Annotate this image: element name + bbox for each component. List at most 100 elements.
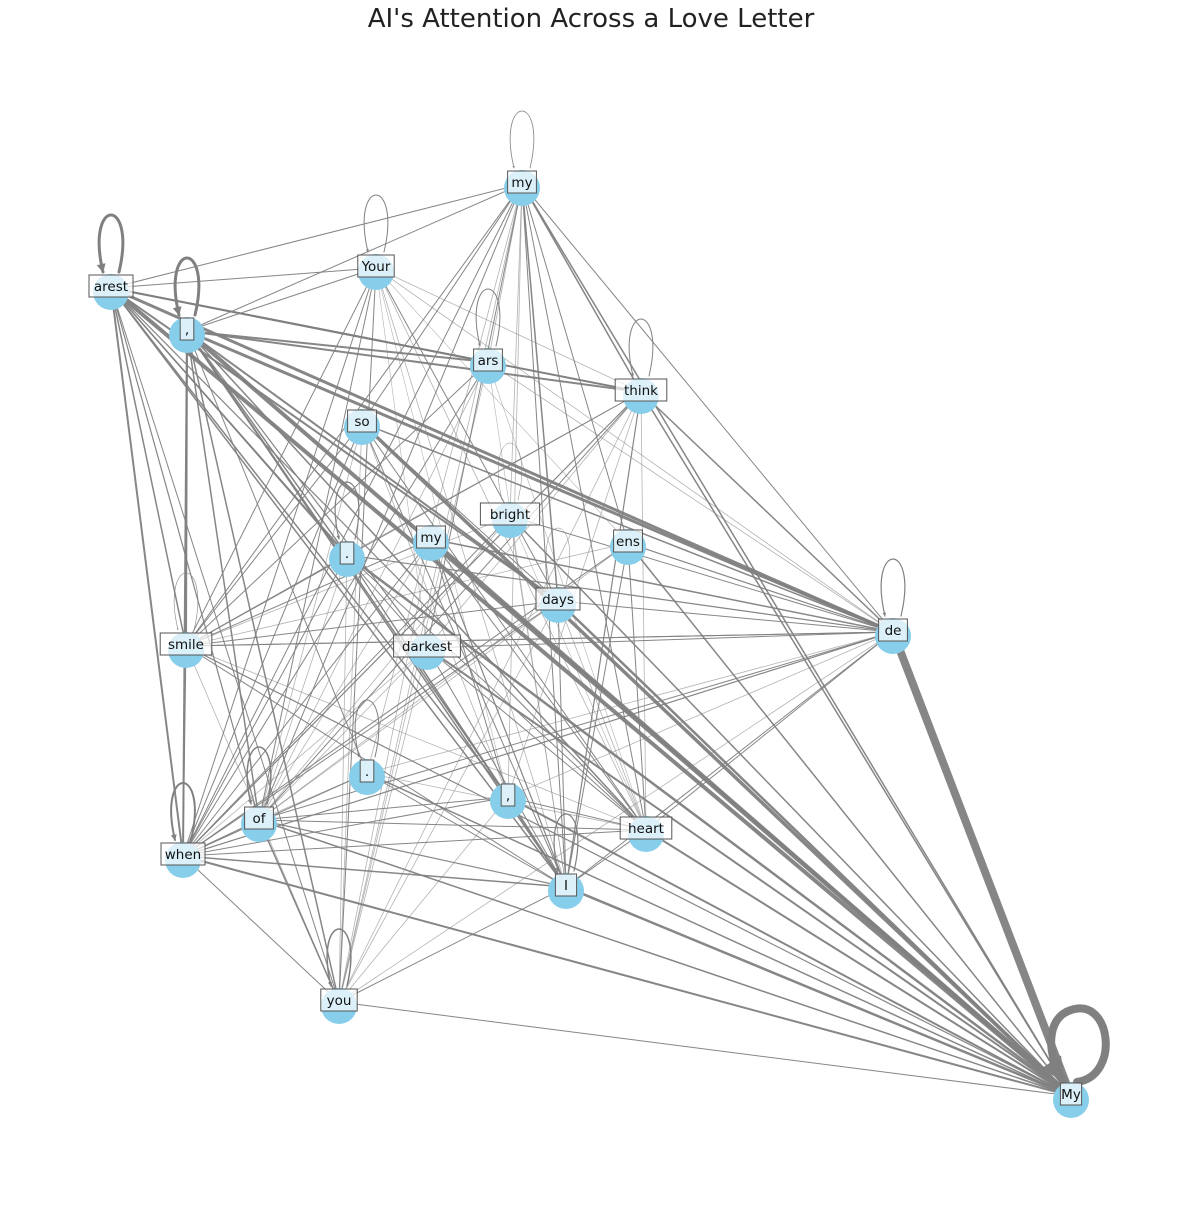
self-loop-you [326,928,352,987]
node-label: arest [94,279,128,295]
node-days[interactable]: days [535,587,581,623]
node-comma2[interactable]: , [490,783,526,819]
node-de[interactable]: de [875,618,911,654]
edge-my_top-when [182,183,523,857]
edge-ens-de [627,542,894,633]
node-label-box [507,170,537,194]
node-label: bright [490,507,530,523]
edge-arest-heart [110,287,647,831]
edge-comma1-ars [186,330,489,363]
edge-your-heart [375,267,647,831]
node-heart[interactable]: heart [619,816,673,852]
edge-period1-My [345,553,1073,1098]
edge-arest-de [109,286,895,634]
edge-days-smile [185,600,559,647]
edge-think-of [258,391,642,821]
node-my_top[interactable]: my [504,170,540,206]
edge-arest-smile [110,287,187,647]
node-label-box [535,587,581,611]
edge-days-heart [557,600,647,831]
node-label-box [160,842,206,866]
edge-comma2-when [182,796,509,857]
node-label: of [252,811,266,827]
self-loop-your [363,194,389,253]
self-loop-de [880,558,906,617]
node-label: . [365,764,369,780]
node-bright[interactable]: bright [479,502,541,538]
edge-period2-when [182,772,368,857]
node-darkest[interactable]: darkest [393,634,461,670]
node-label: I [564,878,568,894]
edge-ens-smile [185,542,629,647]
edge-your-darkest [375,267,428,649]
edge-arest-My [109,286,1073,1098]
node-arest[interactable]: arest [88,274,134,310]
node-label-box [614,378,668,402]
edge-think-period1 [346,391,642,556]
edge-de-period2 [366,631,894,774]
edge-smile-My [185,645,1072,1097]
edge-comma1-heart [186,330,647,831]
node-your[interactable]: Your [357,254,395,290]
edge-comma1-my_top [186,183,523,332]
edge-your-de [375,267,894,633]
edge-ens-heart [627,542,647,831]
node-label: , [506,788,510,804]
self-loop-my_top [509,110,535,169]
edge-de-i [565,631,894,888]
node-label: my [420,530,441,546]
node-label-box [339,541,355,565]
edge-think-you [338,391,642,1003]
node-smile[interactable]: smile [159,632,213,668]
node-ars[interactable]: ars [470,348,506,384]
node-label: Your [361,259,391,275]
node-think[interactable]: think [614,378,668,414]
node-i[interactable]: I [548,873,584,909]
node-label: heart [628,821,664,837]
node-so[interactable]: so [344,409,380,445]
edge-arest-your [110,267,377,289]
edge-period1-when [182,554,348,857]
edge-so-heart [361,422,647,831]
edge-ars-you [338,361,489,1003]
edge-your-ens [375,267,629,544]
edge-comma2-My [507,796,1072,1097]
node-you[interactable]: you [320,988,358,1024]
edge-bright-smile [185,515,511,647]
node-comma1[interactable]: , [169,317,205,353]
edge-bright-de [509,515,894,633]
node-period2[interactable]: . [349,759,385,795]
node-My[interactable]: My [1053,1082,1089,1118]
edge-my_mid-i [430,538,567,888]
node-ens[interactable]: ens [610,529,646,565]
edge-comma2-of [258,796,509,821]
edge-darkest-when [182,647,428,857]
edge-days-of [258,600,559,821]
self-loop-i [553,813,579,872]
edge-days-i [557,600,567,888]
self-loop-think [628,318,654,377]
edge-think-de [640,391,894,633]
node-of[interactable]: of [241,806,277,842]
edge-ars-de [487,361,894,633]
node-label: . [345,546,349,562]
edge-my_top-think [521,183,642,393]
node-label-box [878,618,908,642]
edge-darkest-of [258,647,428,821]
node-label-box [500,783,516,807]
node-period1[interactable]: . [329,541,365,577]
node-label-box [347,409,377,433]
node-label: you [327,993,352,1009]
edge-period1-comma2 [346,554,509,798]
edge-comma1-when [182,330,188,857]
edge-period2-of [258,772,368,821]
node-label-box [159,632,213,656]
edge-think-My [640,391,1072,1097]
edge-arest-darkest [110,287,428,649]
node-when[interactable]: when [160,842,206,878]
edge-your-days [375,267,559,602]
edge-period1-smile [185,554,348,647]
edge-think-heart [640,391,647,831]
edge-days-de [557,600,894,633]
node-my_mid[interactable]: my [413,525,449,561]
